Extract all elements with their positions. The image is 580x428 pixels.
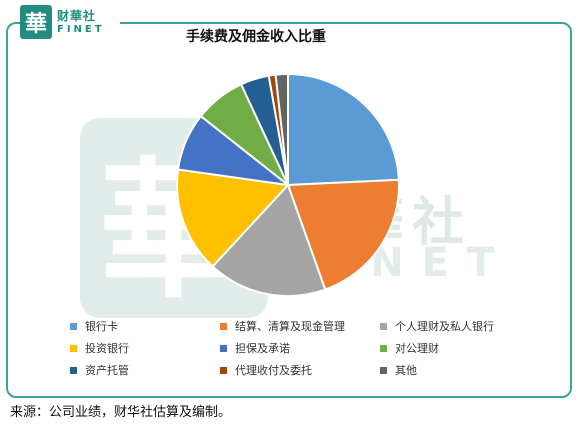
brand-logo: 華 财華社 FINET	[20, 3, 120, 41]
legend-label: 银行卡	[85, 320, 118, 333]
legend-swatch	[220, 366, 227, 374]
pie-slice-3	[211, 183, 327, 297]
pie-slice-9	[274, 72, 289, 186]
legend-item: 投资银行	[70, 340, 220, 356]
legend-swatch	[70, 366, 77, 374]
legend-item: 代理收付及委托	[220, 362, 380, 378]
pie-slice-4	[176, 168, 291, 268]
legend-item: 个人理财及私人银行	[380, 318, 540, 334]
legend-swatch	[380, 322, 387, 330]
legend-label: 担保及承诺	[235, 342, 290, 355]
legend-label: 个人理财及私人银行	[395, 320, 494, 333]
legend-item: 其他	[380, 362, 540, 378]
logo-name-cn: 财華社	[57, 8, 97, 23]
legend-swatch	[70, 322, 77, 330]
legend-swatch	[380, 366, 387, 374]
source-note: 来源：公司业绩，财华社估算及编制。	[10, 405, 232, 420]
legend-item: 结算、清算及现金管理	[220, 318, 380, 334]
legend-swatch	[220, 344, 227, 352]
legend-label: 投资银行	[85, 342, 129, 355]
chart-legend: 银行卡 结算、清算及现金管理 个人理财及私人银行投资银行 担保及承诺 对公理财资产托管 代…	[70, 318, 540, 378]
chart-title: 手续费及佣金收入比重	[186, 29, 326, 45]
legend-label: 对公理财	[395, 342, 439, 355]
legend-swatch	[70, 344, 77, 352]
legend-swatch	[220, 322, 227, 330]
legend-item: 资产托管	[70, 362, 220, 378]
legend-label: 其他	[395, 364, 417, 377]
legend-label: 代理收付及委托	[235, 364, 312, 377]
legend-label: 结算、清算及现金管理	[235, 320, 345, 333]
pie-slice-1	[287, 72, 400, 187]
chart-frame	[6, 22, 572, 398]
logo-name-en: FINET	[57, 23, 105, 35]
legend-item: 银行卡	[70, 318, 220, 334]
legend-item: 担保及承诺	[220, 340, 380, 356]
logo-seal-icon: 華	[20, 5, 52, 39]
logo-text: 财華社 FINET	[57, 10, 105, 35]
legend-label: 资产托管	[85, 364, 129, 377]
legend-item: 对公理财	[380, 340, 540, 356]
legend-swatch	[380, 344, 387, 352]
